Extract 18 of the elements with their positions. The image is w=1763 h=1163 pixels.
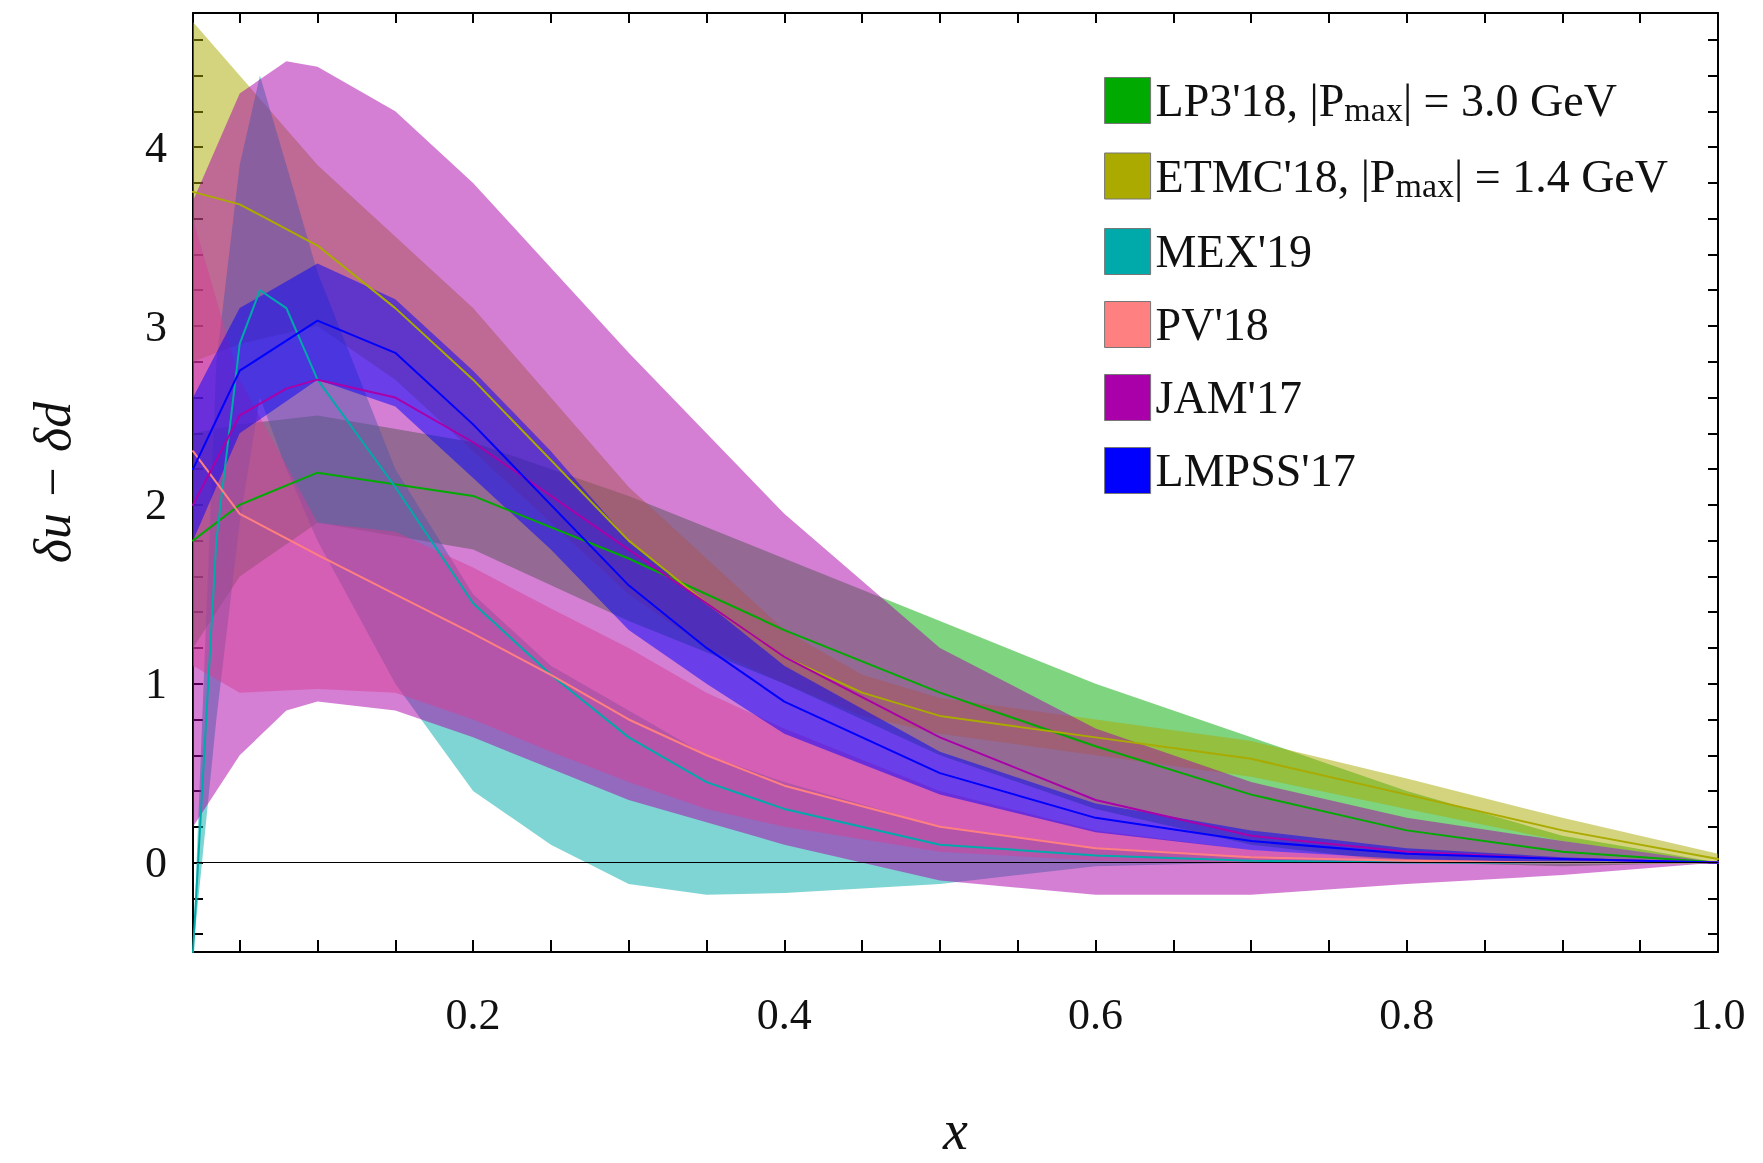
x-tick-label: 0.2 <box>445 989 501 1039</box>
legend-label: ETMC'18, |Pmax| = 1.4 GeV <box>1155 150 1669 204</box>
y-axis-title: δu − δd <box>23 400 81 564</box>
y-tick-label: 2 <box>145 480 167 530</box>
y-tick-label: 4 <box>145 122 167 172</box>
legend-label: LMPSS'17 <box>1155 445 1356 496</box>
y-tick-label: 3 <box>145 301 167 351</box>
legend-label: JAM'17 <box>1155 372 1302 423</box>
y-tick-label: 1 <box>145 659 167 709</box>
legend-label: PV'18 <box>1155 299 1269 350</box>
legend-label: MEX'19 <box>1155 226 1313 277</box>
y-tick-label: 0 <box>145 838 167 888</box>
legend-label: LP3'18, |Pmax| = 3.0 GeV <box>1155 75 1617 128</box>
x-tick-label: 0.4 <box>756 989 812 1039</box>
x-tick-label: 1.0 <box>1690 989 1746 1039</box>
x-tick-label: 0.6 <box>1068 989 1124 1039</box>
x-axis-title: x <box>942 1099 969 1161</box>
x-tick-label: 0.8 <box>1379 989 1435 1039</box>
